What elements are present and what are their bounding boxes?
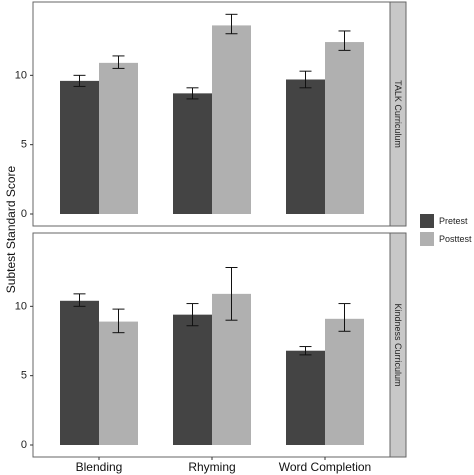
panels: TALK Curriculum 0 5 10 Kindness Curriculum 0 5… xyxy=(15,1,407,474)
y-tick-label: 5 xyxy=(21,370,27,382)
x-tick-label-rhyming: Rhyming xyxy=(188,460,235,474)
y-tick-label: 10 xyxy=(15,300,27,312)
strip-label-talk-curriculum: TALK Curriculum xyxy=(393,80,403,148)
y-axis-title: Subtest Standard Score xyxy=(4,165,18,293)
bar-talk-curriculum-rhyming-posttest xyxy=(212,25,251,215)
x-tick-label-word-completion: Word Completion xyxy=(279,460,371,474)
x-tick-label-blending: Blending xyxy=(76,460,123,474)
strip-background xyxy=(389,232,407,458)
bar-kindness-curriculum-word-completion-pretest xyxy=(286,350,325,445)
y-tick-label: 10 xyxy=(15,69,27,81)
bar-kindness-curriculum-rhyming-pretest xyxy=(173,314,212,445)
legend: Pretest Posttest xyxy=(420,214,472,246)
bar-talk-curriculum-rhyming-pretest xyxy=(173,93,212,214)
bar-talk-curriculum-blending-posttest xyxy=(99,62,138,214)
panel-talk-curriculum: TALK Curriculum 0 5 10 xyxy=(15,1,407,227)
legend-swatch-pretest xyxy=(420,214,434,228)
legend-label-pretest: Pretest xyxy=(439,216,468,226)
y-tick-label: 0 xyxy=(21,208,27,220)
bar-kindness-curriculum-word-completion-posttest xyxy=(325,318,364,445)
y-tick-label: 5 xyxy=(21,139,27,151)
strip-background xyxy=(389,1,407,227)
bar-kindness-curriculum-blending-posttest xyxy=(99,321,138,445)
strip-label-kindness-curriculum: Kindness Curriculum xyxy=(393,303,403,386)
legend-label-posttest: Posttest xyxy=(439,234,472,244)
y-tick-label: 0 xyxy=(21,439,27,451)
bar-talk-curriculum-word-completion-posttest xyxy=(325,42,364,215)
bar-talk-curriculum-word-completion-pretest xyxy=(286,79,325,214)
legend-swatch-posttest xyxy=(420,232,434,246)
bar-kindness-curriculum-blending-pretest xyxy=(60,300,99,445)
panel-kindness-curriculum: Kindness Curriculum 0 5 10 Blending Rhyming Wo… xyxy=(15,232,407,474)
bar-talk-curriculum-blending-pretest xyxy=(60,80,99,214)
